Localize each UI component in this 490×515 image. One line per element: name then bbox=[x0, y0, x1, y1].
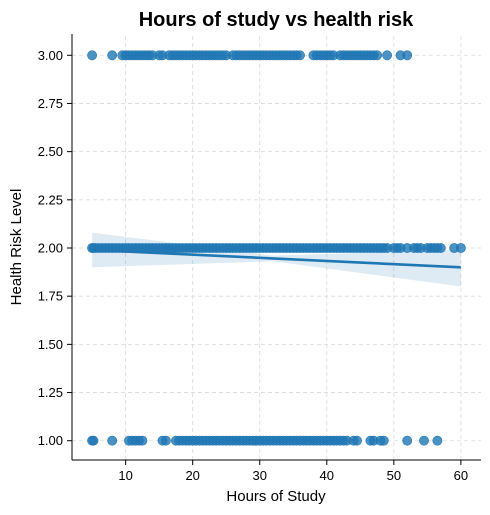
data-point bbox=[160, 435, 171, 446]
chart-title: Hours of study vs health risk bbox=[139, 9, 414, 31]
data-point bbox=[378, 435, 389, 446]
data-point bbox=[352, 435, 362, 446]
x-axis-title: Hours of Study bbox=[226, 488, 326, 505]
y-tick-label: 1.25 bbox=[38, 385, 63, 400]
data-point bbox=[402, 50, 413, 61]
regression-line-layer bbox=[92, 248, 461, 269]
data-point bbox=[295, 50, 305, 61]
data-point bbox=[432, 435, 443, 446]
data-point bbox=[435, 243, 446, 253]
x-tick-label: 50 bbox=[387, 468, 401, 483]
y-tick-label: 1.00 bbox=[38, 433, 63, 448]
data-point bbox=[402, 435, 413, 446]
y-tick-label: 2.50 bbox=[38, 144, 63, 159]
data-point bbox=[88, 435, 99, 446]
x-tick-label: 20 bbox=[185, 468, 199, 483]
y-axis-title: Health Risk Level bbox=[8, 189, 25, 306]
data-point bbox=[419, 435, 429, 446]
data-point bbox=[382, 50, 392, 61]
x-tick-label: 60 bbox=[454, 468, 468, 483]
x-tick-label: 30 bbox=[253, 468, 267, 483]
x-tick-label: 40 bbox=[320, 468, 334, 483]
data-point bbox=[107, 50, 118, 61]
y-tick-label: 3.00 bbox=[38, 48, 63, 63]
y-tick-label: 1.75 bbox=[38, 289, 63, 304]
regression-line bbox=[92, 248, 461, 269]
data-point bbox=[87, 50, 97, 61]
tick-labels: 10 20 30 40 50 60 1.00 1.25 1.50 1.75 2.00 2.25 2.50… bbox=[38, 48, 468, 483]
data-point bbox=[137, 435, 148, 446]
points-layer bbox=[87, 50, 466, 446]
data-point bbox=[455, 243, 466, 253]
data-point bbox=[107, 435, 118, 446]
y-tick-label: 2.25 bbox=[38, 192, 63, 207]
data-point bbox=[372, 50, 382, 61]
y-tick-label: 2.75 bbox=[38, 96, 63, 111]
y-tick-label: 1.50 bbox=[38, 337, 63, 352]
x-tick-label: 10 bbox=[118, 468, 132, 483]
axes bbox=[67, 34, 481, 465]
y-tick-label: 2.00 bbox=[38, 241, 63, 256]
